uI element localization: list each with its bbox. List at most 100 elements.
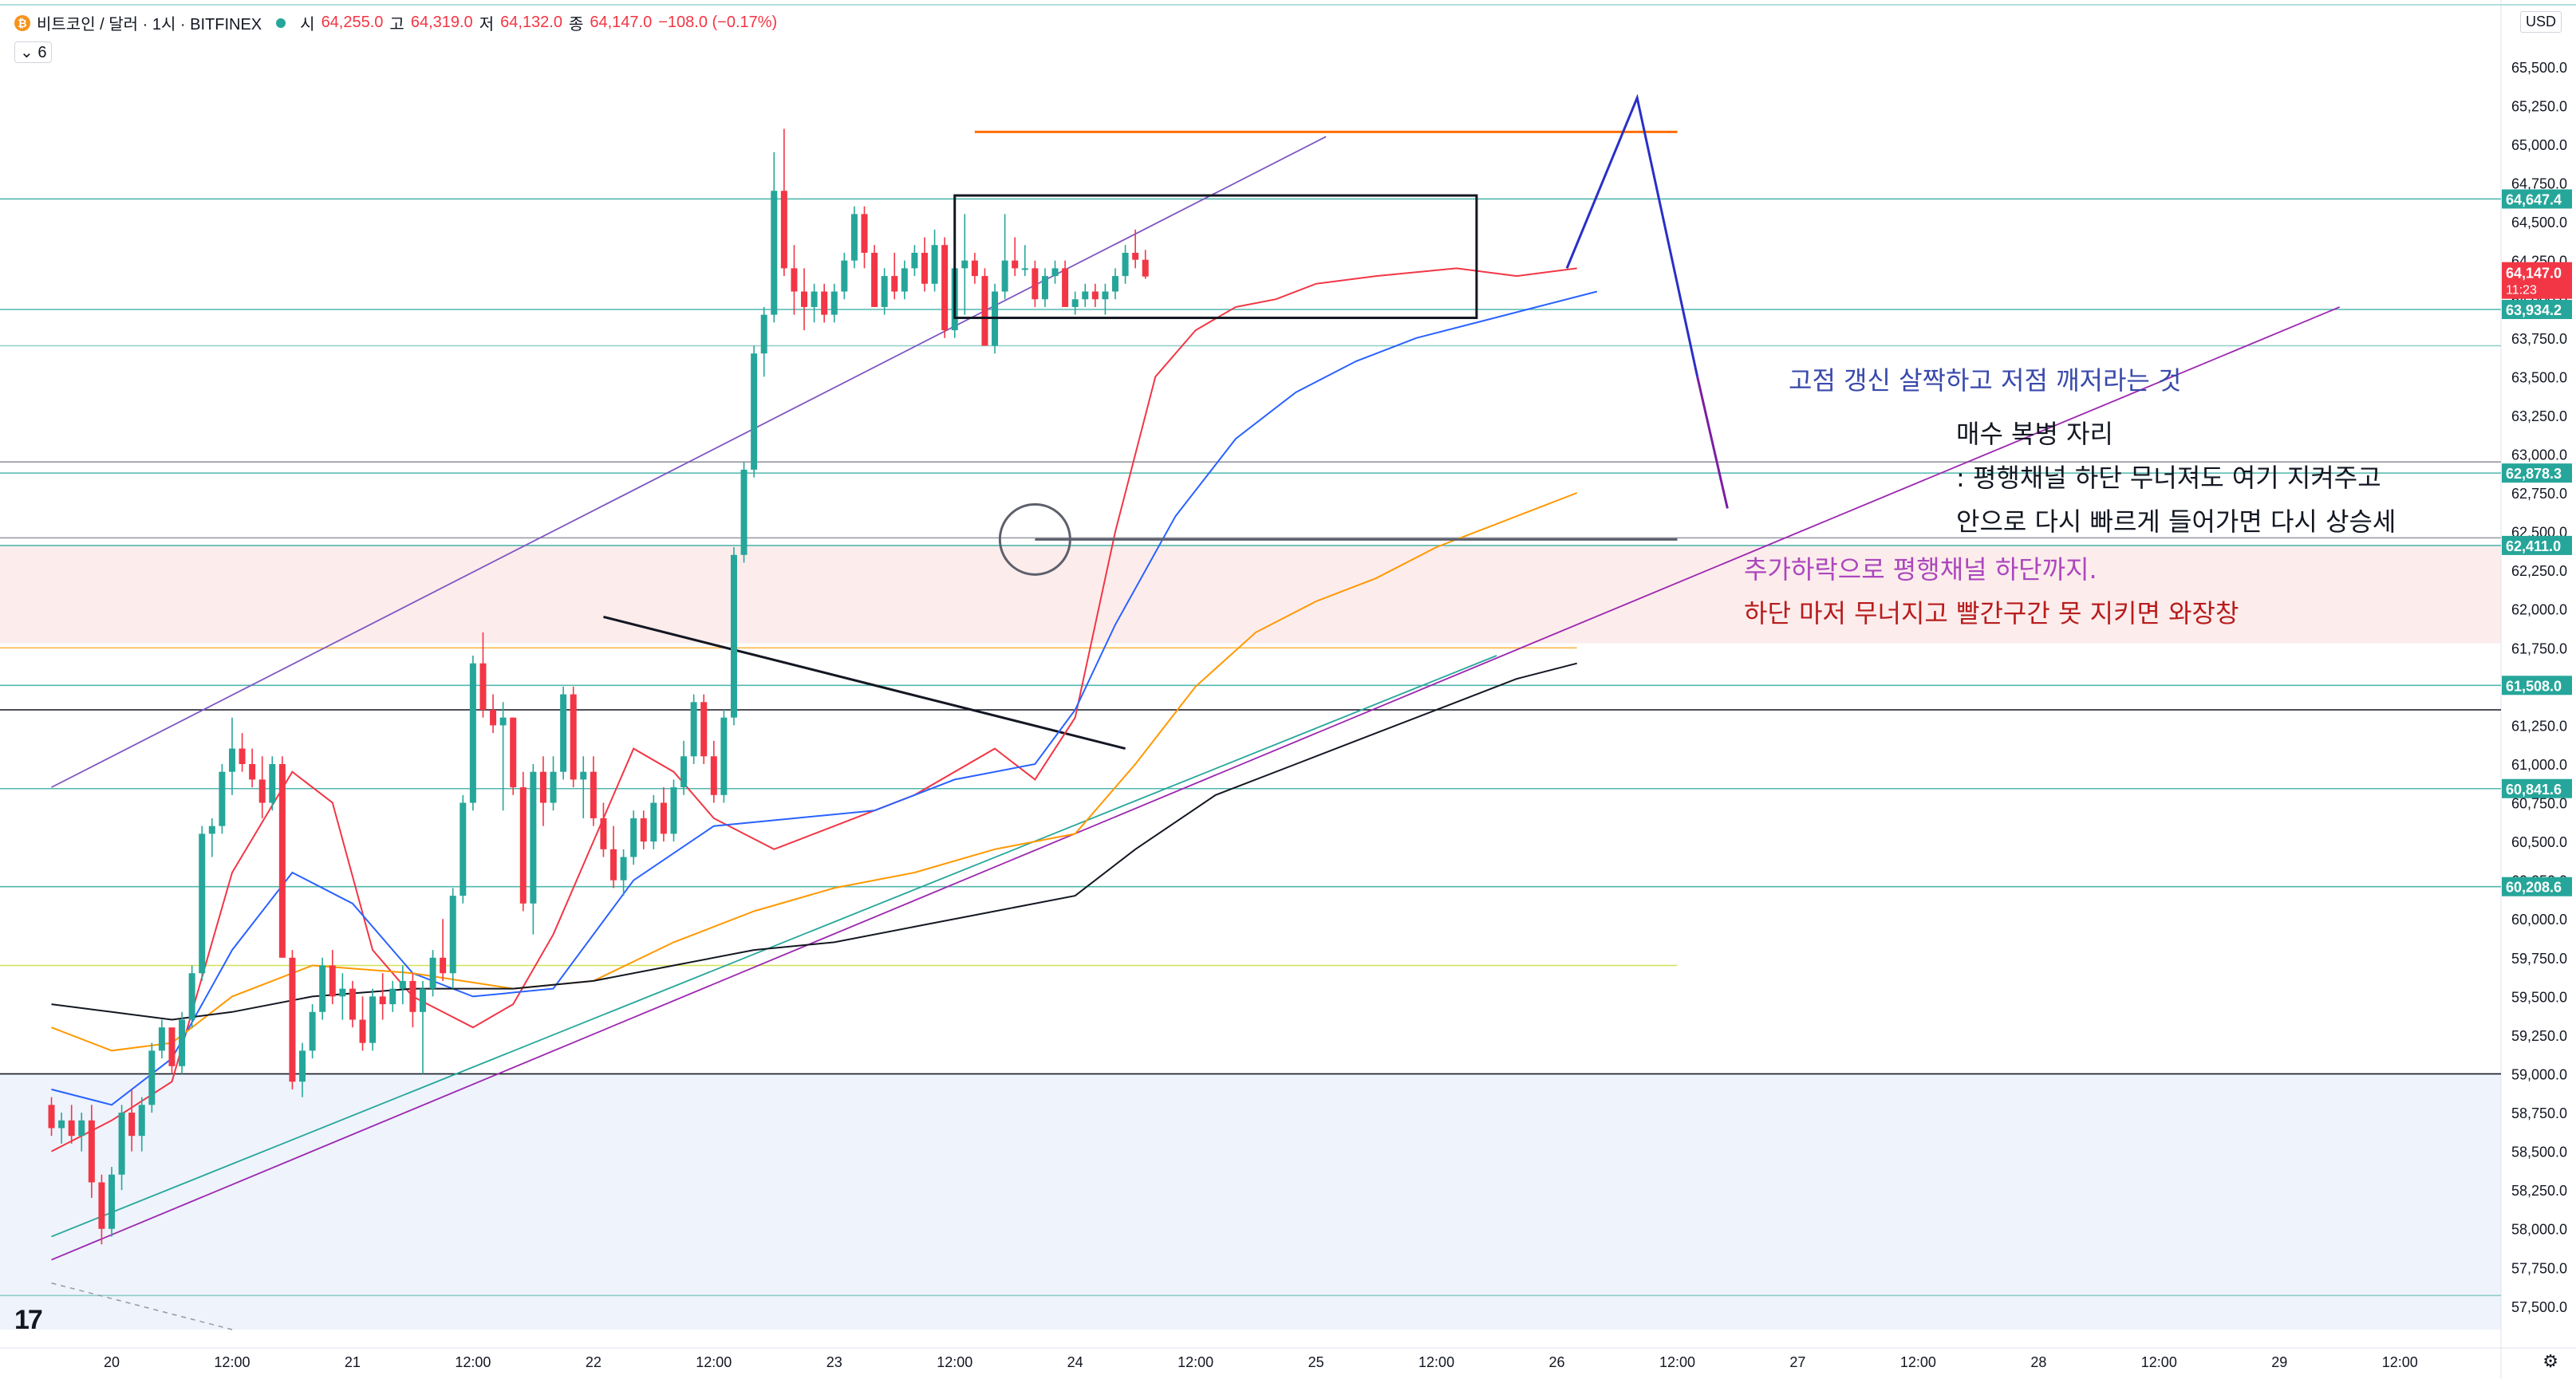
price-tick-label: 58,750.0: [2511, 1105, 2567, 1121]
close-label: 종: [568, 16, 584, 33]
time-tick-label: 12:00: [1659, 1354, 1695, 1370]
candle-body: [821, 291, 828, 315]
candle-body: [1112, 276, 1118, 292]
candle-body: [278, 763, 286, 958]
low-label: 저: [479, 16, 495, 33]
candle-body: [901, 268, 908, 292]
price-tick-label: 59,000.0: [2511, 1066, 2567, 1082]
time-tick-label: 12:00: [1178, 1354, 1213, 1370]
trend-lines: [51, 136, 2341, 1330]
candle-body: [108, 1174, 115, 1229]
candle-body: [1132, 252, 1139, 260]
candle-body: [570, 694, 577, 780]
level-price-label: 63,934.2: [2506, 302, 2562, 318]
candle-body: [891, 276, 898, 292]
tradingview-logo-icon: 17: [14, 1305, 43, 1335]
time-tick-label: 20: [104, 1354, 120, 1370]
price-tick-label: 63,250.0: [2511, 408, 2567, 424]
time-tick-label: 12:00: [937, 1354, 972, 1370]
candle-body: [1142, 259, 1149, 277]
price-tick-label: 58,500.0: [2511, 1145, 2567, 1160]
level-price-tag: [2502, 877, 2572, 896]
currency-button[interactable]: USD: [2519, 11, 2562, 33]
market-status-icon: [276, 18, 286, 28]
level-price-label: 62,878.3: [2506, 466, 2562, 482]
indicator-toggle[interactable]: ⌄ 6: [14, 41, 53, 63]
price-tick-label: 59,250.0: [2511, 1028, 2567, 1044]
candle-body: [399, 980, 406, 989]
candle-body: [58, 1120, 65, 1129]
open-label: 시: [300, 16, 315, 33]
high-value: 64,319.0: [410, 14, 473, 31]
candle-body: [841, 260, 848, 292]
candle-body: [1062, 268, 1069, 307]
low-value: 64,132.0: [500, 14, 562, 31]
time-tick-label: 28: [2030, 1354, 2046, 1370]
level-price-label: 60,841.6: [2506, 782, 2562, 798]
candle-body: [319, 965, 326, 1012]
candle-body: [88, 1120, 95, 1183]
candle-body: [419, 988, 426, 1012]
note-black-2: : 평행채널 하단 무너져도 여기 지켜주고: [1956, 463, 2381, 493]
price-tick-label: 63,750.0: [2511, 331, 2567, 347]
candle-body: [1051, 268, 1059, 277]
candle-body: [1071, 299, 1079, 307]
level-price-label: 61,508.0: [2506, 678, 2562, 694]
candle-body: [871, 252, 878, 307]
black-trend-line: [603, 615, 1126, 751]
candle-body: [861, 214, 868, 253]
price-tick-label: 58,250.0: [2511, 1183, 2567, 1199]
candle-body: [269, 763, 276, 803]
candle-body: [730, 554, 737, 718]
candle-body: [359, 1019, 366, 1043]
level-price-tag: [2502, 535, 2572, 555]
price-tick-label: 59,500.0: [2511, 989, 2567, 1005]
level-price-label: 64,647.4: [2506, 191, 2562, 207]
price-axis[interactable]: 57,500.0 57,750.0 58,000.0 58,250.0 58,500.0…: [2502, 60, 2572, 1315]
candle-body: [98, 1182, 105, 1229]
horizontal-levels: [0, 198, 2501, 1297]
time-axis[interactable]: 20 12:00 21 12:00 22 12:00 23 12:00 24 12:00 25 12:…: [104, 1354, 2418, 1370]
price-tick-label: 64,750.0: [2511, 176, 2567, 192]
candle-body: [499, 717, 507, 726]
candle-body: [1032, 268, 1039, 300]
candle-body: [539, 771, 546, 803]
settings-gear-icon[interactable]: ⚙: [2542, 1351, 2558, 1371]
time-tick-label: 23: [826, 1354, 842, 1370]
teal-trend-line: [51, 655, 1497, 1238]
candle-body: [1021, 268, 1028, 270]
price-tick-label: 61,000.0: [2511, 757, 2567, 773]
time-tick-label: 12:00: [1900, 1354, 1936, 1370]
candle-body: [560, 694, 567, 772]
time-tick-label: 25: [1308, 1354, 1324, 1370]
price-tick-label: 65,250.0: [2511, 98, 2567, 114]
candle-body: [349, 988, 356, 1020]
price-tick-label: 62,750.0: [2511, 486, 2567, 502]
chevron-down-icon: ⌄: [20, 44, 34, 61]
candle-body: [620, 857, 627, 881]
time-tick-label: 12:00: [214, 1354, 250, 1370]
moving-averages: [51, 267, 1598, 1152]
candle-body: [780, 191, 787, 269]
indicator-count: 6: [37, 44, 47, 61]
projection-down: [1696, 376, 1729, 509]
level-price-tag: [2502, 778, 2572, 798]
price-tick-label: 57,500.0: [2511, 1299, 2567, 1315]
time-tick-label: 12:00: [455, 1354, 491, 1370]
candle-body: [670, 787, 677, 834]
candle-body: [440, 957, 447, 974]
candle-body: [911, 252, 918, 269]
annotations: 고점 갱신 살짝하고 저점 깨저라는 것매수 복병 자리: 평행채널 하단 무너…: [953, 93, 2396, 628]
symbol-title[interactable]: 비트코인 / 달러 · 1시 · BITFINEX: [37, 16, 262, 33]
candle-body: [519, 787, 527, 904]
candle-body: [941, 245, 949, 331]
current-price-label: 64,147.0: [2506, 266, 2562, 282]
candle-body: [460, 802, 467, 896]
time-tick-label: 21: [345, 1354, 361, 1370]
candle-body: [600, 818, 607, 849]
time-tick-label: 27: [1789, 1354, 1805, 1370]
candle-body: [760, 314, 767, 354]
level-price-tag: [2502, 463, 2572, 483]
